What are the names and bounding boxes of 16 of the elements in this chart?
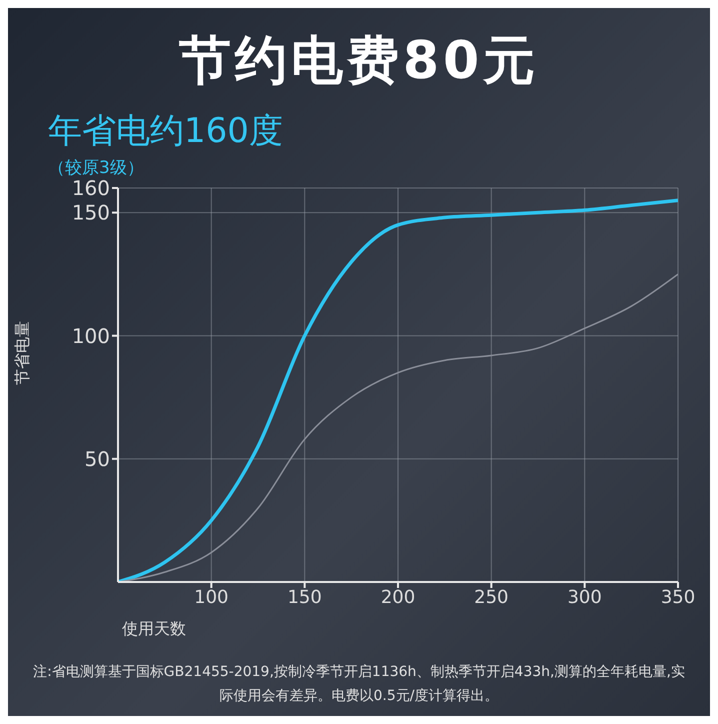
y-axis-title: 节省电量 [12, 321, 32, 385]
x-tick-label: 200 [380, 586, 416, 608]
y-tick-label: 100 [72, 324, 110, 348]
x-tick-label: 250 [474, 586, 509, 608]
y-tick-label: 50 [84, 446, 110, 471]
x-tick-label: 150 [287, 586, 322, 608]
x-tick-label: 300 [567, 586, 602, 608]
y-tick-label: 160 [72, 176, 110, 200]
x-tick-label: 350 [660, 586, 696, 608]
x-tick-label: 100 [194, 586, 229, 608]
x-axis-title: 使用天数 [122, 619, 186, 638]
chart-title: 节约电费80元 [178, 30, 540, 93]
text: 注:省电测算基于国标GB21455-2019,按制冷季节开启1136h、制热季节开启433h,测算的全年耗电量,实际使用会有差异。电费以0.5元/度计算得出。 [32, 663, 686, 706]
y-tick-label: 150 [72, 200, 110, 225]
chart-subtitle: 年省电约160度 [48, 110, 284, 153]
text: （较原3级） [48, 157, 145, 179]
